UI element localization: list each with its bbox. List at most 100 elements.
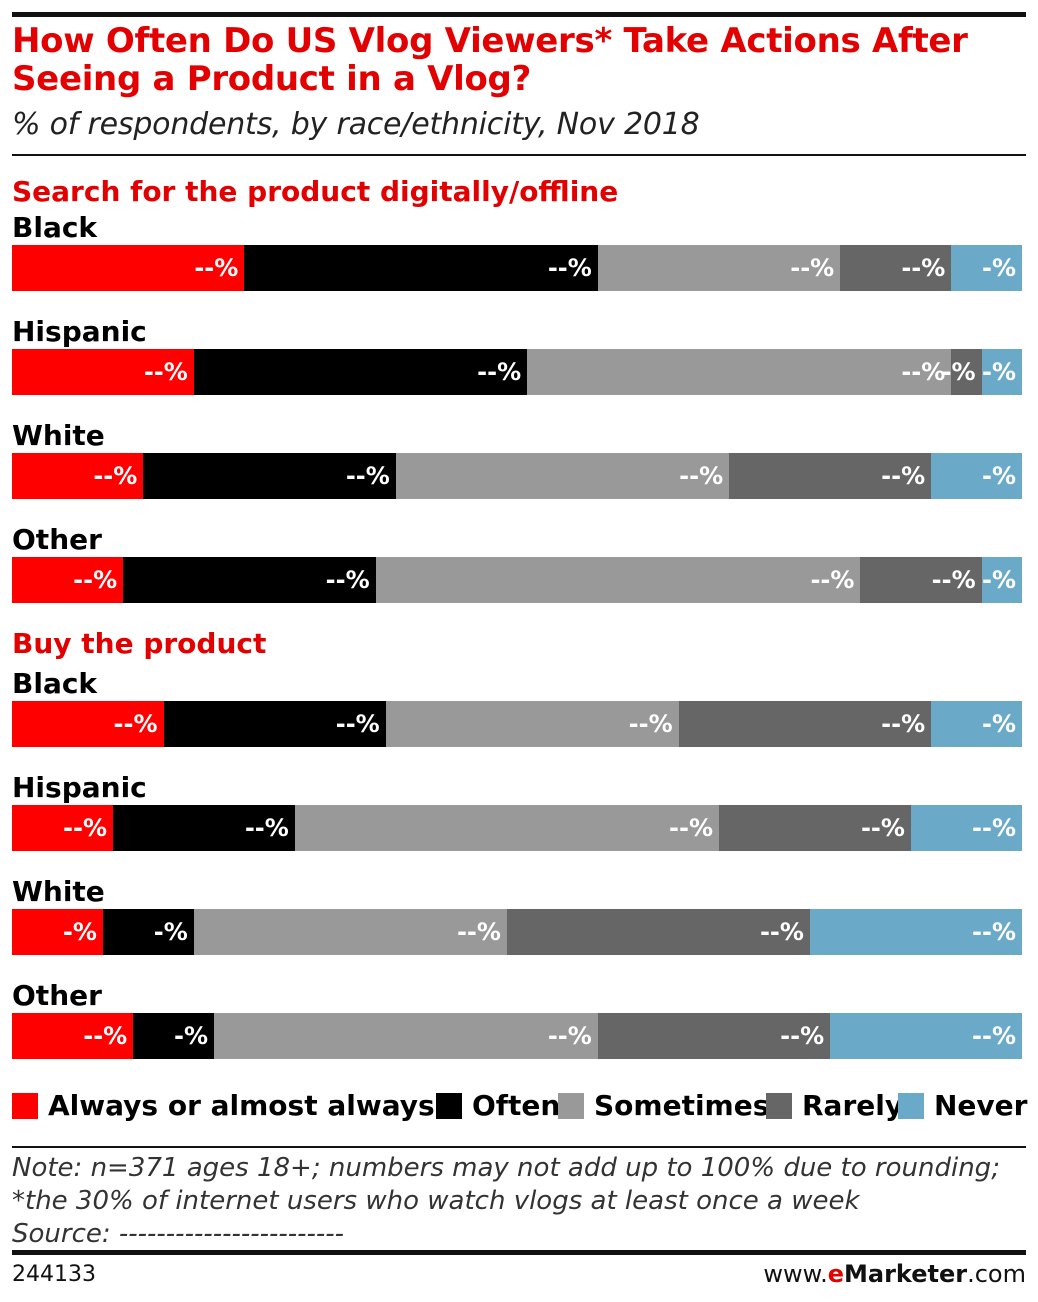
stacked-bar: -% -% --% --% --%: [12, 909, 1022, 955]
data-label: -%: [153, 918, 188, 946]
data-label: --%: [972, 814, 1016, 842]
bar-segment-sometimes: [294, 805, 719, 851]
bar-segment-always: [12, 701, 164, 747]
bar-segment-rarely: [840, 245, 952, 291]
stacked-bar: --% --% --% --% -%: [12, 245, 1022, 291]
legend-label-sometimes: Sometimes: [594, 1089, 770, 1122]
stacked-bar: --% --% --% -% -%: [12, 349, 1022, 395]
stacked-bar: --% --% --% --% --%: [12, 805, 1022, 851]
data-label: --%: [93, 462, 138, 490]
emarketer-logo: www.eMarketer.com: [763, 1260, 1026, 1288]
bar-segment-always: [12, 349, 194, 395]
brand-e: e: [827, 1260, 845, 1288]
data-label: --%: [881, 462, 926, 490]
data-label: --%: [143, 358, 188, 386]
bar-segment-often: [244, 245, 598, 291]
data-label: --%: [547, 1022, 592, 1050]
data-label: -%: [62, 918, 97, 946]
bar-segment-always: [12, 909, 103, 955]
data-label: --%: [780, 1022, 825, 1050]
data-label: --%: [477, 358, 522, 386]
row-label: Other: [12, 523, 102, 556]
data-label: --%: [83, 1022, 128, 1050]
bar-segment-rarely: [719, 805, 911, 851]
bar-segment-rarely: [860, 557, 982, 603]
data-label: --%: [759, 918, 804, 946]
footer-rule: [12, 1250, 1026, 1255]
data-label: --%: [901, 358, 946, 386]
legend-label-rarely: Rarely: [802, 1089, 904, 1122]
data-label: --%: [810, 566, 855, 594]
bar-segment-always: [12, 245, 245, 291]
legend-swatch-sometimes: [558, 1093, 584, 1119]
bar-segment-never: [931, 701, 1022, 747]
row-label: Black: [12, 667, 98, 700]
data-label: -%: [981, 254, 1016, 282]
bar-segment-never: [809, 909, 1022, 955]
data-label: --%: [972, 1022, 1016, 1050]
bar-segment-sometimes: [527, 349, 952, 395]
bar-segment-rarely: [678, 701, 932, 747]
legend-swatch-never: [898, 1093, 924, 1119]
chart-id: 244133: [12, 1262, 96, 1287]
stacked-bar: --% --% --% --% -%: [12, 453, 1022, 499]
bar-segment-rarely: [597, 1013, 831, 1059]
data-label: --%: [244, 814, 289, 842]
note-line: *the 30% of internet users who watch vlo…: [12, 1186, 860, 1216]
chart-note: Note: n=371 ages 18+; numbers may not ad…: [12, 1152, 1000, 1251]
top-rule: [12, 12, 1026, 17]
bar-segment-often: [193, 349, 528, 395]
bar-segment-never: [830, 1013, 1022, 1059]
bar-segment-often: [163, 701, 386, 747]
bar-segment-rarely: [506, 909, 810, 955]
data-label: -%: [981, 462, 1016, 490]
bar-segment-never: [931, 453, 1022, 499]
row-label: Other: [12, 979, 102, 1012]
bar-segment-often: [123, 557, 376, 603]
bar-segment-always: [12, 453, 144, 499]
data-label: --%: [628, 710, 673, 738]
stacked-bar: --% -% --% --% --%: [12, 1013, 1022, 1059]
data-label: --%: [456, 918, 501, 946]
bar-segment-always: [12, 1013, 134, 1059]
data-label: --%: [345, 462, 390, 490]
stacked-bar: --% --% --% --% -%: [12, 701, 1022, 747]
bar-segment-sometimes: [395, 453, 730, 499]
bar-segment-never: [981, 557, 1022, 603]
data-label: --%: [669, 814, 713, 842]
legend-label-never: Never: [934, 1089, 1028, 1122]
legend-label-always: Always or almost always: [48, 1089, 435, 1122]
section-title: Search for the product digitally/offline: [12, 175, 619, 208]
data-label: --%: [901, 254, 946, 282]
bar-segment-rarely: [951, 349, 982, 395]
note-rule: [12, 1146, 1026, 1148]
data-label: --%: [931, 566, 976, 594]
data-label: --%: [335, 710, 380, 738]
row-label: Hispanic: [12, 315, 147, 348]
data-label: --%: [63, 814, 107, 842]
chart-subtitle: % of respondents, by race/ethnicity, Nov…: [12, 107, 700, 142]
bar-segment-often: [133, 1013, 214, 1059]
bar-segment-sometimes: [385, 701, 679, 747]
chart-title: How Often Do US Vlog Viewers* Take Actio…: [12, 21, 968, 99]
data-label: --%: [881, 710, 926, 738]
data-label: --%: [113, 710, 158, 738]
legend: Always or almost always Often Sometimes …: [12, 1086, 1028, 1126]
bar-segment-sometimes: [597, 245, 841, 291]
row-label: White: [12, 875, 105, 908]
bar-segment-sometimes: [214, 1013, 598, 1059]
bar-segment-often: [143, 453, 396, 499]
bar-segment-sometimes: [193, 909, 507, 955]
bar-segment-never: [951, 245, 1022, 291]
data-label: --%: [325, 566, 370, 594]
bar-segment-always: [12, 805, 113, 851]
data-label: --%: [972, 918, 1016, 946]
legend-swatch-rarely: [766, 1093, 792, 1119]
brand-suffix: .com: [967, 1260, 1026, 1288]
data-label: --%: [860, 814, 905, 842]
row-label: Hispanic: [12, 771, 147, 804]
brand-name: Marketer: [844, 1260, 968, 1288]
bar-segment-rarely: [729, 453, 932, 499]
source-line: Source: ------------------------: [12, 1219, 345, 1249]
section-title: Buy the product: [12, 627, 267, 660]
